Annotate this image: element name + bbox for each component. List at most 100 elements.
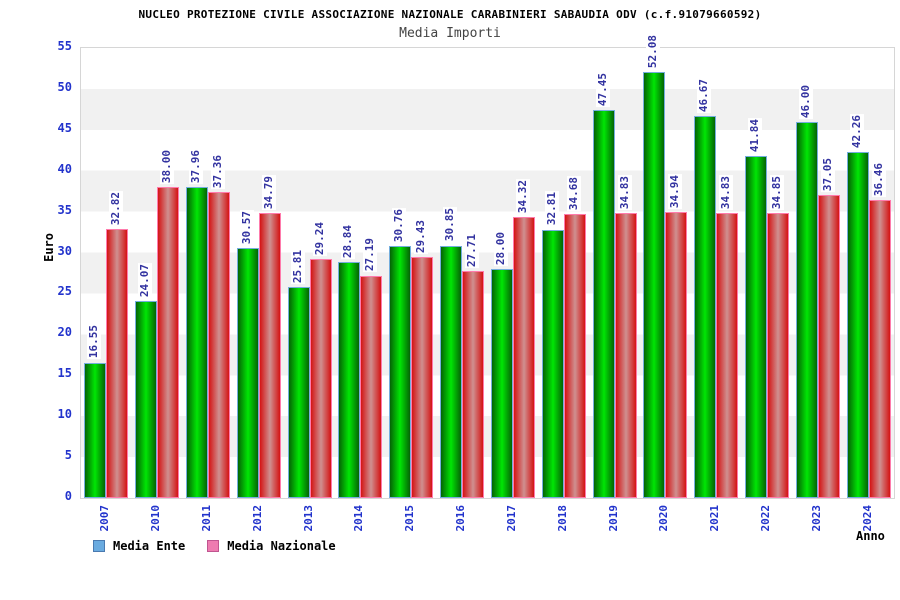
value-label-media-ente-2012: 30.57 (239, 209, 254, 245)
bar-media-nazionale-2016 (462, 271, 485, 498)
bar-media-ente-2022 (744, 155, 767, 498)
value-label-media-ente-2022: 41.84 (747, 117, 762, 153)
value-label-media-nazionale-2022: 34.85 (769, 174, 784, 210)
bar-media-nazionale-2024 (868, 199, 891, 498)
value-label-media-nazionale-2017: 34.32 (515, 179, 530, 215)
x-tick-2019: 2019 (606, 505, 620, 532)
legend-swatch-media-nazionale (207, 540, 220, 552)
value-label-media-ente-2015: 30.76 (392, 208, 407, 244)
value-label-media-nazionale-2012: 34.79 (261, 175, 276, 211)
y-tick-10: 10 (57, 407, 72, 422)
x-tick-2007: 2007 (98, 505, 112, 532)
value-label-media-ente-2010: 24.07 (138, 262, 153, 299)
bar-media-ente-2018 (541, 229, 564, 498)
x-tick-2023: 2023 (809, 505, 823, 532)
y-tick-45: 45 (57, 120, 72, 135)
legend-item-media-nazionale: Media Nazionale (207, 539, 336, 553)
bar-media-nazionale-2013 (309, 258, 332, 498)
y-tick-20: 20 (57, 325, 72, 340)
value-label-media-ente-2018: 32.81 (544, 191, 559, 227)
value-label-media-nazionale-2010: 38.00 (160, 148, 175, 185)
x-tick-2011: 2011 (200, 505, 214, 532)
bar-media-ente-2007 (84, 362, 107, 498)
bar-media-ente-2014 (338, 262, 361, 498)
value-label-media-ente-2024: 42.26 (849, 114, 864, 150)
value-label-media-nazionale-2015: 29.43 (414, 219, 429, 255)
bar-media-nazionale-2015 (411, 257, 434, 498)
x-tick-2021: 2021 (708, 505, 722, 532)
bar-media-ente-2015 (389, 246, 412, 498)
y-tick-0: 0 (64, 489, 72, 503)
bar-media-nazionale-2007 (106, 229, 129, 498)
chart-subtitle: Media Importi (399, 26, 501, 41)
legend-label-media-nazionale: Media Nazionale (227, 539, 336, 553)
value-label-media-nazionale-2023: 37.05 (820, 156, 835, 192)
bar-media-ente-2016 (440, 245, 463, 498)
legend-item-media-ente: Media Ente (93, 539, 185, 553)
bar-media-ente-2013 (287, 286, 310, 498)
value-label-media-ente-2016: 30.85 (443, 207, 458, 243)
value-label-media-ente-2017: 28.00 (493, 230, 508, 266)
bar-media-nazionale-2021 (716, 213, 739, 498)
x-tick-2012: 2012 (250, 505, 264, 532)
bar-media-ente-2023 (795, 121, 818, 498)
value-label-media-nazionale-2019: 34.83 (617, 174, 632, 211)
legend-label-media-ente: Media Ente (113, 539, 186, 553)
x-tick-2015: 2015 (403, 505, 417, 532)
value-label-media-nazionale-2024: 36.46 (871, 161, 886, 197)
value-label-media-ente-2013: 25.81 (290, 248, 305, 284)
bar-media-nazionale-2014 (360, 275, 383, 498)
value-label-media-nazionale-2013: 29.24 (312, 220, 327, 256)
x-tick-2020: 2020 (657, 505, 671, 532)
value-label-media-nazionale-2016: 27.71 (465, 233, 480, 269)
x-tick-2010: 2010 (149, 505, 163, 532)
value-label-media-ente-2021: 46.67 (697, 78, 712, 114)
value-label-media-nazionale-2020: 34.94 (668, 174, 683, 210)
y-tick-40: 40 (57, 161, 72, 176)
value-label-media-ente-2019: 47.45 (595, 71, 610, 107)
value-label-media-ente-2023: 46.00 (798, 83, 813, 119)
y-tick-55: 55 (57, 39, 72, 53)
legend-swatch-media-ente (93, 540, 105, 552)
bar-media-nazionale-2020 (665, 212, 688, 498)
y-tick-50: 50 (57, 79, 72, 94)
y-tick-5: 5 (64, 448, 72, 463)
bar-media-ente-2024 (846, 152, 869, 498)
bar-media-nazionale-2012 (258, 213, 281, 498)
bar-media-nazionale-2017 (512, 217, 535, 498)
x-tick-2022: 2022 (758, 505, 772, 532)
value-label-media-ente-2014: 28.84 (341, 223, 356, 260)
x-tick-2017: 2017 (504, 505, 518, 532)
bar-media-ente-2010 (135, 301, 158, 498)
chart-title: NUCLEO PROTEZIONE CIVILE ASSOCIAZIONE NA… (138, 8, 762, 21)
legend: Media Ente Media Nazionale (93, 539, 336, 553)
value-label-media-nazionale-2021: 34.83 (719, 174, 734, 211)
y-tick-30: 30 (57, 243, 72, 258)
value-label-media-nazionale-2011: 37.36 (211, 154, 226, 190)
value-label-media-ente-2020: 52.08 (646, 33, 661, 69)
x-tick-2018: 2018 (555, 505, 569, 532)
bar-media-ente-2021 (694, 116, 717, 498)
y-axis: Euro 0 5 10 15 20 25 30 35 40 45 50 55 (0, 0, 80, 600)
bar-media-nazionale-2019 (614, 213, 637, 498)
y-tick-25: 25 (57, 284, 72, 299)
bar-media-ente-2011 (186, 187, 209, 498)
x-tick-2013: 2013 (301, 505, 315, 532)
bar-media-ente-2017 (490, 268, 513, 498)
value-label-media-ente-2011: 37.96 (189, 149, 204, 185)
y-tick-15: 15 (57, 366, 72, 381)
value-label-media-ente-2007: 16.55 (87, 324, 102, 360)
value-label-media-nazionale-2007: 32.82 (109, 191, 124, 227)
bar-media-ente-2012 (236, 247, 259, 498)
bar-media-ente-2020 (643, 71, 666, 498)
plot-area: 16.55 32.82 24.07 38.00 37.96 37.36 30.57 34.79… (80, 33, 895, 499)
bar-media-nazionale-2010 (157, 187, 180, 498)
x-tick-2024: 2024 (860, 505, 874, 532)
x-tick-2014: 2014 (352, 505, 366, 532)
value-label-media-nazionale-2014: 27.19 (363, 237, 378, 273)
bar-media-nazionale-2011 (208, 192, 231, 498)
bar-media-nazionale-2022 (766, 212, 789, 498)
bar-media-nazionale-2023 (817, 194, 840, 498)
y-tick-35: 35 (57, 202, 72, 217)
